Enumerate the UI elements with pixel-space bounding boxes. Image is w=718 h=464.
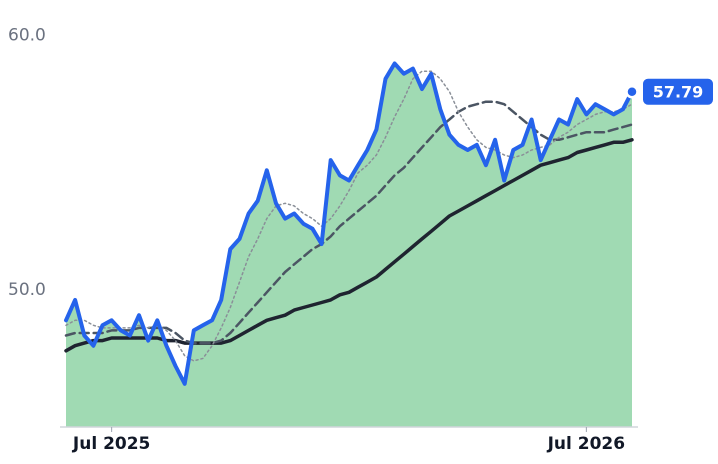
y-tick-label: 60.0 [8,26,46,46]
moving-average-line [64,138,634,353]
last-value-badge [643,78,713,105]
x-tick-label: Jul 2026 [547,434,626,454]
y-tick-label: 50.0 [8,280,46,300]
last-value-label: 57.79 [653,82,704,101]
price-line [64,61,634,386]
moving-average-line [64,100,634,345]
last-value-dot [625,85,639,99]
x-tick-label: Jul 2025 [72,434,151,454]
price-area [66,63,632,427]
